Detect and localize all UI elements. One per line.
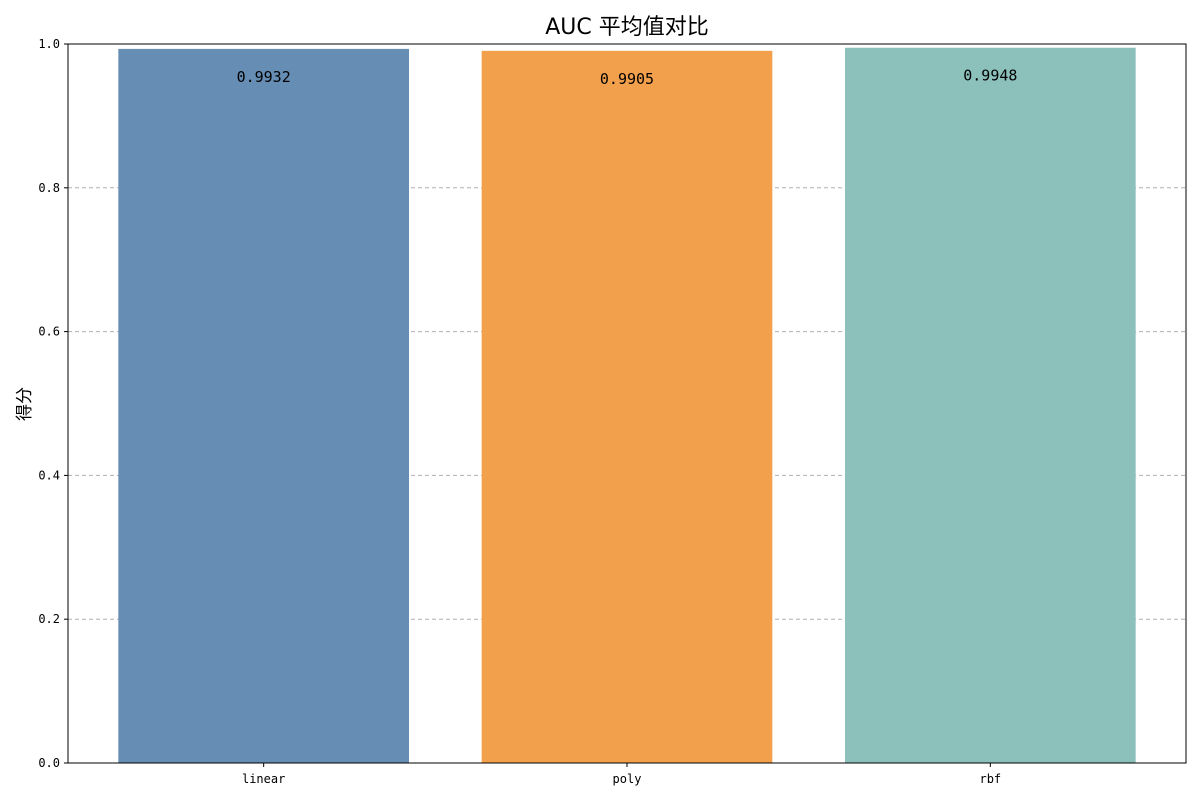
y-tick-label: 0.0 <box>38 756 60 770</box>
x-axis-ticks: linear poly rbf <box>242 763 1001 786</box>
bars <box>118 47 1136 764</box>
bar-value-label: 0.9948 <box>963 67 1017 85</box>
y-axis-label: 得分 <box>15 387 35 421</box>
plot-frame <box>67 43 1187 764</box>
bar-value-label: 0.9905 <box>600 70 654 88</box>
x-tick-label: linear <box>242 772 285 786</box>
bar-rbf <box>845 47 1136 764</box>
bar-value-label: 0.9932 <box>237 68 291 86</box>
bar-linear <box>118 48 409 763</box>
y-tick-label: 0.8 <box>38 181 60 195</box>
chart-title: AUC 平均值对比 <box>545 15 709 40</box>
value-labels: 0.9932 0.9905 0.9948 <box>237 67 1018 88</box>
y-axis-ticks: 0.0 0.2 0.4 0.6 0.8 1.0 <box>38 37 68 770</box>
bar-poly <box>481 50 773 763</box>
y-tick-label: 0.6 <box>38 325 60 339</box>
x-tick-label: poly <box>613 772 642 786</box>
y-tick-label: 0.4 <box>38 468 60 482</box>
y-tick-label: 0.2 <box>38 612 60 626</box>
y-tick-label: 1.0 <box>38 37 60 51</box>
x-tick-label: rbf <box>979 772 1001 786</box>
